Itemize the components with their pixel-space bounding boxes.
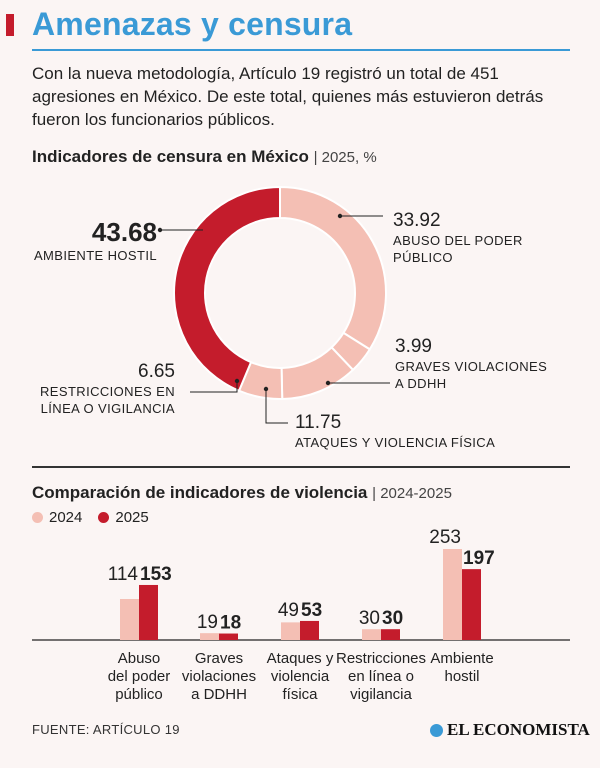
bar-subtitle: | 2024-2025 [372,485,452,502]
legend-item-2025: 2025 [98,509,149,526]
donut-slice [279,185,387,351]
bar-category-label: en línea o [348,668,414,685]
legend-label-2025: 2025 [115,509,149,526]
donut-slice [173,185,281,393]
donut-subtitle: | 2025, % [313,149,377,166]
title-rule [32,49,570,51]
bar-value-label-2024: 30 [359,608,380,629]
bar-2025 [219,633,238,640]
page-title: Amenazas y censura [32,6,353,42]
bar-2024 [362,629,381,640]
bar-value-label-2025: 18 [220,613,241,634]
donut-leader-line [190,381,238,393]
donut-value-label: 3.99 [395,336,432,357]
bar-category-label: violaciones [182,668,256,685]
donut-category-label: AMBIENTE HOSTIL [34,248,157,263]
bar-value-label-2025: 197 [463,548,495,569]
bar-category-label: Abuso [118,650,161,667]
bar-category-label: violencia [271,668,330,685]
donut-category-label: PÚBLICO [393,250,453,265]
bar-category-label: Graves [195,650,243,667]
bar-category-label: hostil [444,668,479,685]
donut-leader-dot [337,213,343,219]
bar-title: Comparación de indicadores de violencia [32,483,368,502]
donut-value-label: 6.65 [138,361,175,382]
legend-swatch-2025 [98,512,110,523]
donut-leader-dot [263,386,269,392]
brand-logo: EL ECONOMISTA [430,720,590,740]
donut-value-label: 43.68 [92,217,157,247]
bar-legend: 2024 2025 [32,509,149,526]
intro-text: Con la nueva metodología, Artículo 19 re… [32,64,544,129]
donut-category-label: ATAQUES Y VIOLENCIA FÍSICA [295,435,495,450]
donut-leader-line [265,389,288,424]
brand-name: EL ECONOMISTA [447,720,590,739]
bar-value-label-2025: 30 [382,608,403,629]
donut-value-label: 11.75 [295,412,341,433]
donut-category-label: A DDHH [395,376,447,391]
bar-category-label: Restricciones [336,650,426,667]
source-note: FUENTE: ARTÍCULO 19 [32,722,180,737]
bar-2025 [381,629,400,640]
donut-category-label: ABUSO DEL PODER [393,233,523,248]
bar-2025 [462,569,481,640]
bar-category-label: física [282,686,318,703]
bar-category-label: a DDHH [191,686,247,703]
donut-leader-dot [157,227,163,233]
bar-category-label: Ambiente [430,650,493,667]
donut-category-label: GRAVES VIOLACIONES [395,359,547,374]
donut-leader-dot [325,380,331,386]
bar-value-label-2024: 114 [108,564,139,585]
legend-item-2024: 2024 [32,509,82,526]
bar-2024 [120,598,139,640]
donut-title: Indicadores de censura en México [32,147,309,166]
bar-category-label: Ataques y [267,650,334,667]
bar-category-label: del poder [108,668,171,685]
bar-2024 [281,622,300,640]
section-divider [32,466,570,468]
bar-value-label-2025: 53 [301,600,322,621]
bar-category-label: público [115,686,163,703]
bar-2024 [443,549,462,640]
bar-2024 [200,633,219,640]
bar-section-heading: Comparación de indicadores de violencia … [32,483,452,503]
bar-2025 [300,620,319,640]
brand-globe-icon [430,723,443,737]
donut-leader-dot [234,378,240,384]
bar-value-label-2024: 49 [278,600,299,621]
bar-value-label-2024: 19 [197,612,218,633]
bar-2025 [139,584,158,640]
donut-category-label: LÍNEA O VIGILANCIA [41,401,175,416]
bar-value-label-2025: 153 [140,564,172,585]
donut-category-label: RESTRICCIONES EN [40,384,175,399]
legend-swatch-2024 [32,512,43,523]
title-accent-bar [6,14,14,36]
legend-label-2024: 2024 [49,509,83,526]
bar-category-label: vigilancia [350,686,412,703]
donut-value-label: 33.92 [393,210,441,231]
bar-value-label-2024: 253 [429,527,461,548]
donut-section-heading: Indicadores de censura en México | 2025,… [32,147,377,167]
